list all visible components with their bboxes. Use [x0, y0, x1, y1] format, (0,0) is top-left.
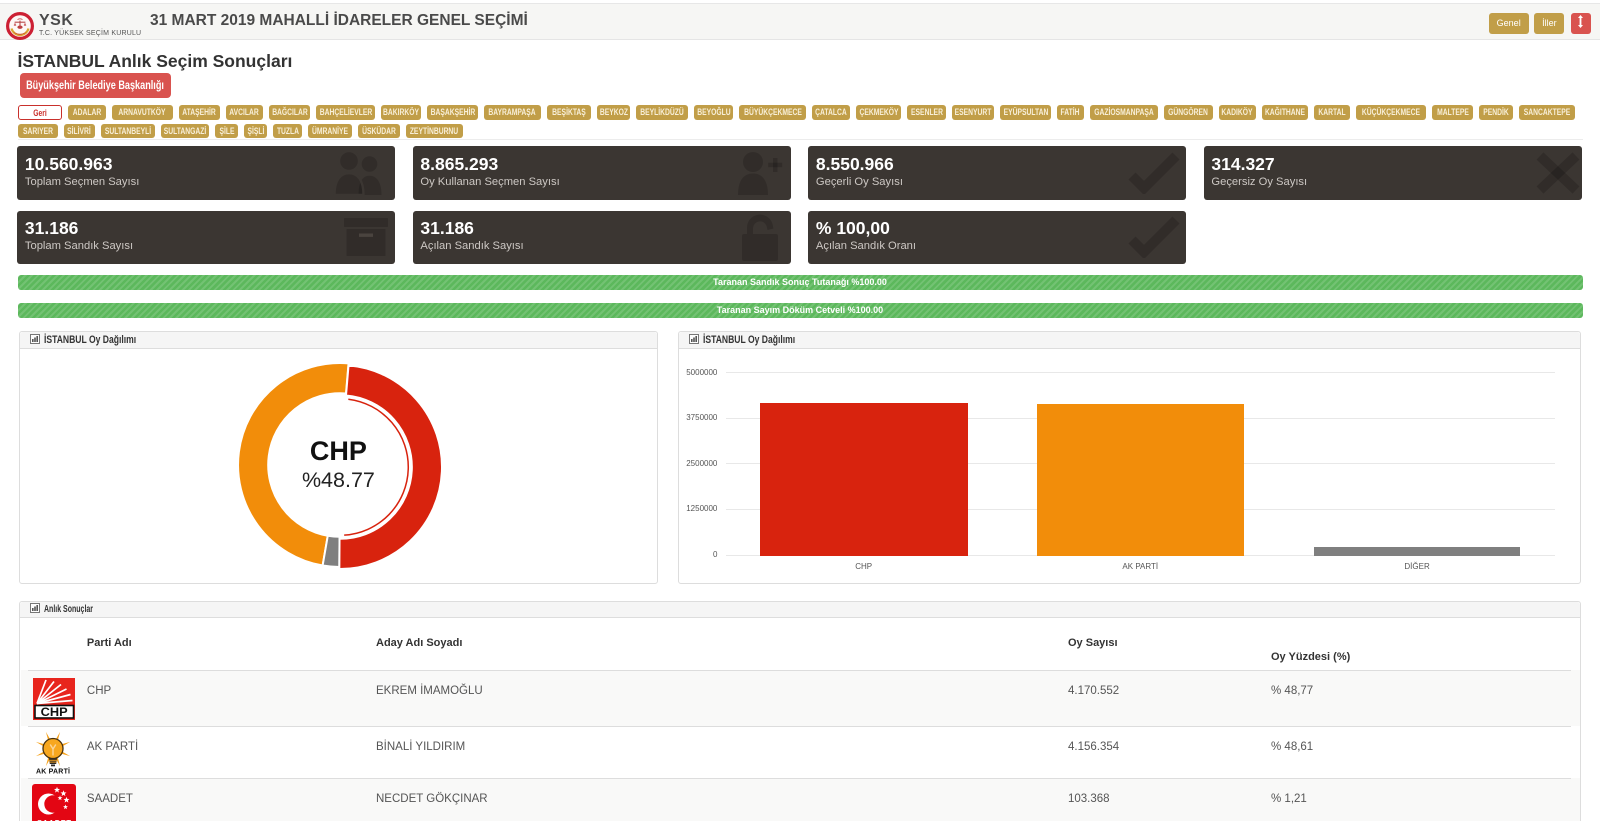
svg-text:CHP: CHP [41, 705, 68, 719]
svg-text:SAADET: SAADET [37, 818, 71, 821]
svg-text:AK PARTİ: AK PARTİ [36, 767, 70, 775]
